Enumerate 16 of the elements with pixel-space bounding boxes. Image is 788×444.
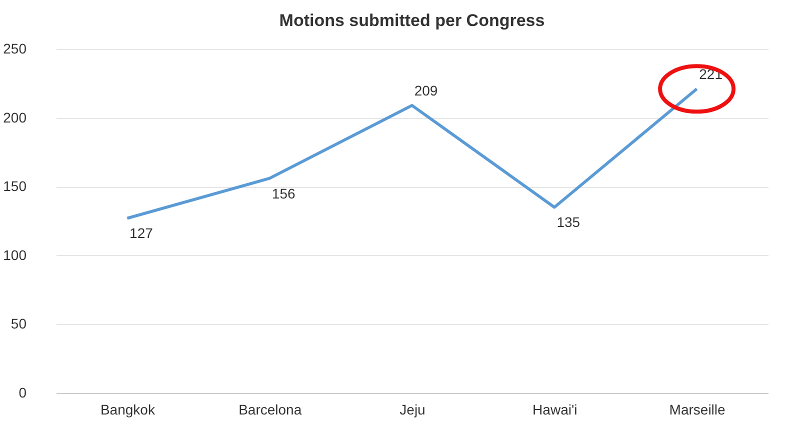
x-tick-label: Jeju: [400, 402, 426, 418]
x-tick-label: Hawai'i: [532, 402, 578, 418]
y-tick-label: 50: [10, 316, 27, 332]
y-tick-label: 250: [3, 40, 27, 56]
y-tick-label: 200: [3, 109, 27, 126]
y-tick-label: 0: [18, 384, 27, 400]
y-tick-label: 100: [3, 246, 27, 263]
x-tick-label: Bangkok: [100, 402, 156, 418]
x-tick-label: Barcelona: [238, 402, 302, 418]
x-tick-label: Marseille: [669, 402, 726, 418]
chart-title: Motions submitted per Congress: [279, 11, 545, 30]
y-tick-label: 150: [3, 178, 27, 194]
data-label: 135: [556, 214, 580, 230]
data-label: 209: [414, 82, 438, 98]
data-label: 156: [272, 185, 296, 202]
data-label: 127: [130, 225, 154, 242]
